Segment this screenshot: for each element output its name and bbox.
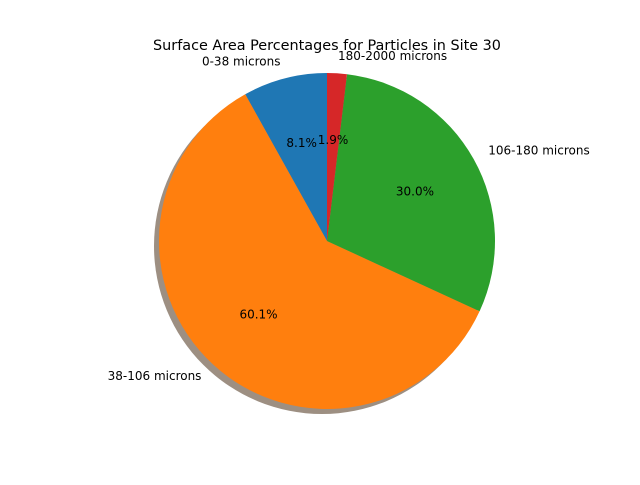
slice-category-label: 0-38 microns — [202, 55, 281, 69]
slice-value-label: 8.1% — [286, 136, 317, 150]
slice-value-label: 1.9% — [318, 133, 349, 147]
slice-category-label: 180-2000 microns — [338, 49, 447, 63]
slice-value-label: 30.0% — [396, 184, 434, 198]
slice-category-label: 106-180 microns — [488, 143, 589, 157]
slice-value-label: 60.1% — [239, 307, 277, 321]
pie-labels: 0-38 microns 8.1% 38-106 microns 60.1% 106-1… — [108, 49, 590, 383]
pie-slice-2 — [327, 74, 495, 312]
slice-category-label: 38-106 microns — [108, 369, 202, 383]
pie-slice-1 — [159, 94, 480, 409]
pie-slice-3 — [327, 73, 347, 241]
chart-title: Surface Area Percentages for Particles i… — [153, 38, 501, 54]
pie-slices — [159, 73, 495, 409]
pie-slice-0 — [245, 73, 327, 241]
